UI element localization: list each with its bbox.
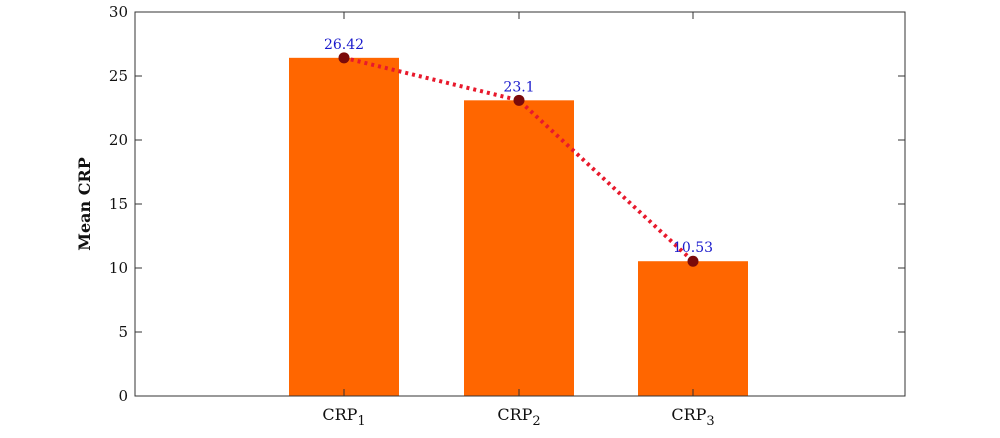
y-tick-label: 15 [109, 195, 128, 213]
x-tick-label-crp-2: CRP2 [497, 405, 540, 429]
y-tick-label: 10 [109, 259, 128, 277]
x-tick-label-crp-1: CRP1 [322, 405, 365, 429]
data-label-crp-1: 26.42 [324, 37, 364, 53]
line-layer [338, 52, 699, 267]
y-tick-label: 20 [109, 131, 128, 149]
data-label-crp-3: 10.53 [673, 240, 713, 256]
data-label-crp-2: 23.1 [503, 79, 534, 95]
y-tick-label: 25 [109, 67, 128, 85]
x-tick-label-crp-3: CRP3 [671, 405, 714, 429]
bar-crp-3 [638, 261, 748, 396]
trend-line [343, 55, 695, 263]
bar-crp-1 [289, 57, 399, 396]
labels-layer: 26.42 23.1 10.53 [324, 37, 713, 256]
y-tick-label: 30 [109, 3, 128, 21]
axes-layer: 0 5 10 15 20 25 30 CRP1 CRP2 CRP3 [109, 3, 906, 429]
trend-marker-3 [687, 255, 699, 267]
y-tick-label: 5 [118, 323, 128, 341]
y-axis-title: Mean CRP [75, 157, 94, 251]
y-tick-label: 0 [118, 387, 128, 405]
trend-marker-1 [338, 52, 350, 64]
bars-layer [289, 57, 748, 396]
trend-marker-2 [513, 94, 525, 106]
bar-crp-2 [464, 100, 574, 396]
